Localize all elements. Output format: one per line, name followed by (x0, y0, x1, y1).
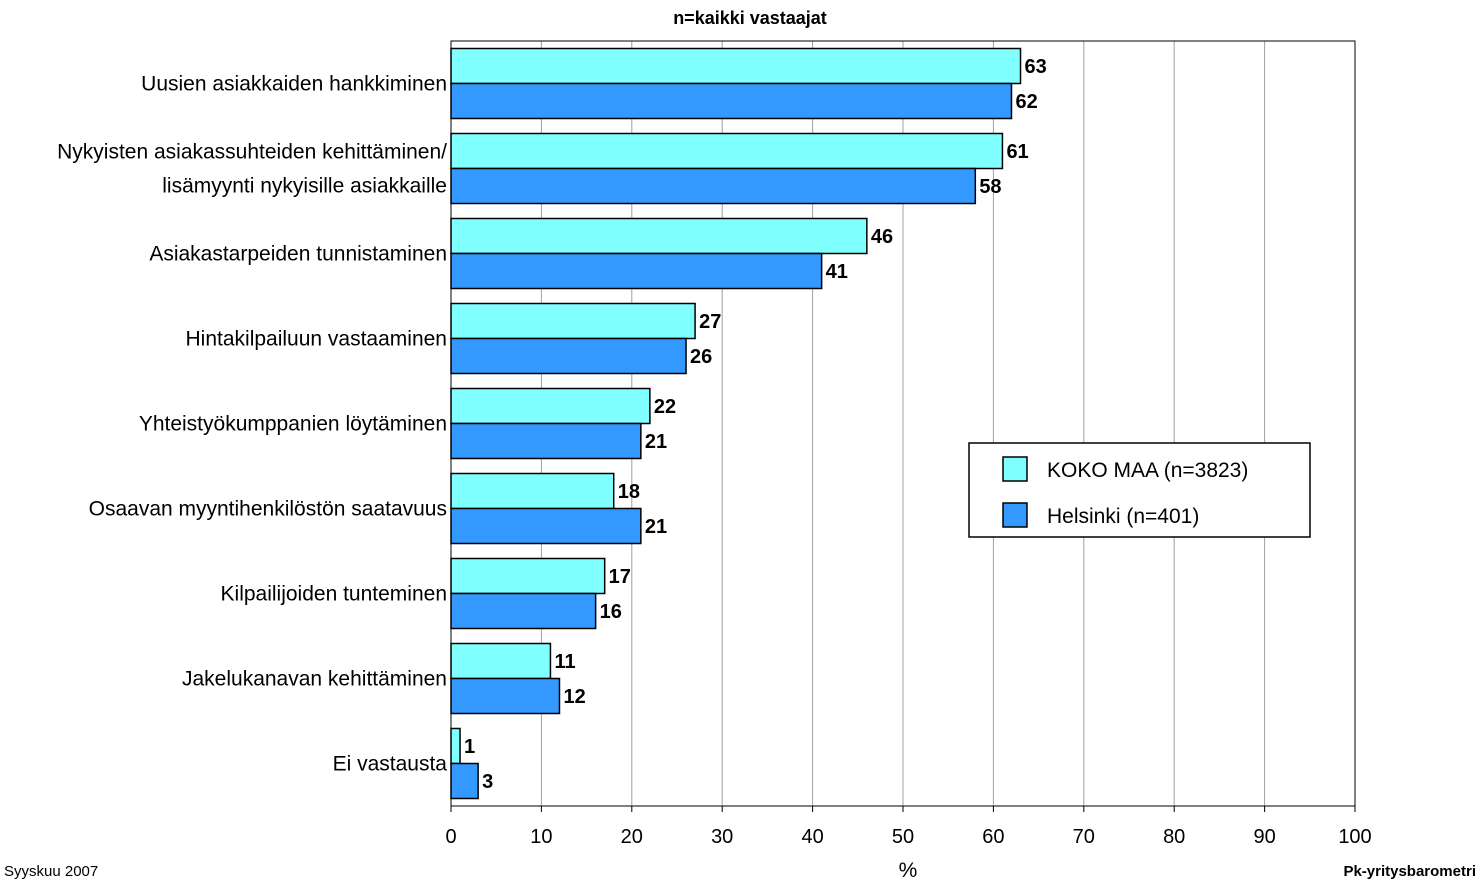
bar-koko-maa (450, 472, 615, 510)
legend-swatch (1002, 502, 1028, 528)
bar-helsinki (450, 167, 977, 205)
category-label: Jakelukanavan kehittäminen (182, 668, 447, 691)
bar-value-label: 12 (563, 686, 585, 708)
bar-helsinki (450, 677, 561, 715)
footer-date: Syyskuu 2007 (4, 863, 98, 879)
category-label: Ei vastausta (333, 753, 448, 776)
category-label: Hintakilpailuun vastaaminen (186, 328, 448, 351)
bar-value-label: 21 (645, 516, 667, 538)
x-tick-label: 80 (1163, 826, 1185, 848)
legend-swatch (1002, 456, 1028, 482)
bar-helsinki (450, 422, 642, 460)
bar-value-label: 21 (645, 431, 667, 453)
bar-helsinki (450, 82, 1013, 120)
footer-source: Pk-yritysbarometri (1343, 863, 1476, 879)
bar-koko-maa (450, 557, 606, 595)
x-tick-label: 10 (530, 826, 552, 848)
bar-value-label: 58 (979, 176, 1001, 198)
x-tick-label: 60 (982, 826, 1004, 848)
bar-value-label: 1 (464, 736, 475, 758)
bar-value-label: 18 (618, 481, 640, 503)
bar-value-label: 46 (871, 226, 893, 248)
x-tick-label: 100 (1338, 826, 1371, 848)
plot-frame (450, 40, 1356, 807)
bar-helsinki (450, 337, 687, 375)
x-tick-label: 20 (621, 826, 643, 848)
bar-value-label: 62 (1015, 91, 1037, 113)
bar-value-label: 61 (1006, 141, 1028, 163)
category-label: lisämyynti nykyisille asiakkaille (162, 175, 447, 198)
bar-koko-maa (450, 642, 552, 680)
bar-value-label: 22 (654, 396, 676, 418)
category-label: Yhteistyökumppanien löytäminen (139, 413, 447, 436)
bars (450, 47, 1022, 800)
x-tick-label: 90 (1253, 826, 1275, 848)
bar-koko-maa (450, 217, 868, 255)
bar-value-label: 17 (609, 566, 631, 588)
chart-title: n=kaikki vastaajat (673, 8, 827, 28)
bar-helsinki (450, 507, 642, 545)
legend: KOKO MAA (n=3823) Helsinki (n=401) (968, 442, 1311, 538)
bar-helsinki (450, 592, 597, 630)
bar-koko-maa (450, 302, 696, 340)
category-label: Osaavan myyntihenkilöstön saatavuus (89, 498, 447, 521)
bar-value-label: 41 (826, 261, 848, 283)
x-tick-label: 50 (892, 826, 914, 848)
bar-value-label: 16 (600, 601, 622, 623)
bar-value-label: 27 (699, 311, 721, 333)
bar-value-label: 26 (690, 346, 712, 368)
bar-value-label: 63 (1025, 56, 1047, 78)
bar-koko-maa (450, 387, 651, 425)
x-tick-label: 0 (445, 826, 456, 848)
category-label: Kilpailijoiden tunteminen (221, 583, 447, 606)
x-tick-label: 40 (801, 826, 823, 848)
x-axis: 0 10 20 30 40 50 60 70 80 90 100 (445, 40, 1372, 848)
bar-koko-maa (450, 727, 461, 765)
legend-entry: KOKO MAA (n=3823) (1047, 459, 1248, 482)
category-label: Uusien asiakkaiden hankkiminen (141, 73, 447, 96)
bar-koko-maa (450, 47, 1022, 85)
category-label: Asiakastarpeiden tunnistaminen (149, 243, 447, 266)
bar-koko-maa (450, 132, 1004, 170)
category-labels: Uusien asiakkaiden hankkiminen Nykyisten … (57, 73, 447, 776)
category-label: Nykyisten asiakassuhteiden kehittäminen/ (57, 141, 447, 164)
bar-helsinki (450, 762, 479, 800)
x-tick-label: 30 (711, 826, 733, 848)
bar-value-label: 3 (482, 771, 493, 793)
bar-value-label: 11 (554, 651, 575, 673)
legend-entry: Helsinki (n=401) (1047, 505, 1199, 528)
bar-helsinki (450, 252, 823, 290)
x-axis-label: % (899, 859, 918, 879)
x-tick-label: 70 (1073, 826, 1095, 848)
